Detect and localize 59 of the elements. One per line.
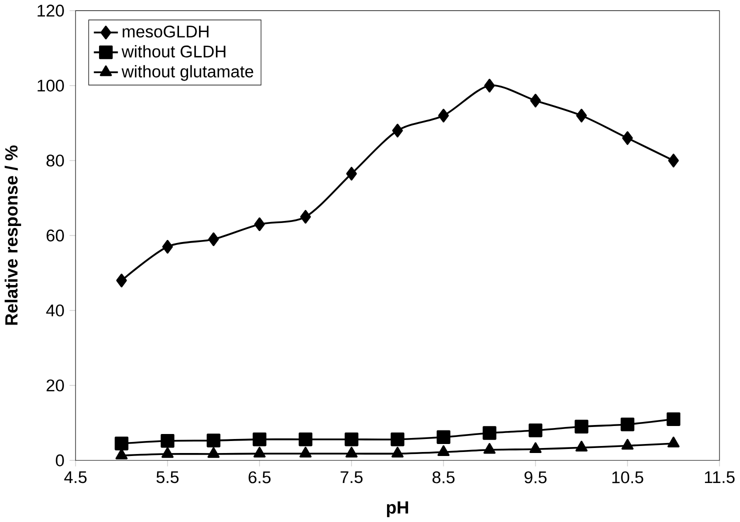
y-tick-label: 20: [46, 380, 64, 392]
legend-label: mesoGLDH: [122, 26, 208, 38]
point: [116, 448, 128, 460]
point: [621, 438, 634, 450]
x-tick-label: 9.5: [524, 471, 547, 484]
point: [390, 432, 404, 446]
point: [483, 443, 496, 454]
point: [392, 124, 403, 138]
y-tick-label: 60: [46, 230, 64, 242]
point: [529, 442, 542, 454]
point: [575, 440, 588, 452]
point: [254, 218, 265, 232]
point: [530, 94, 541, 108]
x-axis-title: pH: [386, 501, 408, 518]
x-tick-label: 6.5: [248, 471, 271, 484]
legend-label: without glutamate: [122, 65, 254, 81]
point: [160, 434, 174, 448]
x-tick-label: 4.5: [64, 471, 87, 484]
point: [346, 166, 357, 181]
point: [162, 447, 174, 458]
point: [438, 108, 449, 122]
y-tick-label: 80: [46, 154, 64, 167]
point: [620, 418, 634, 432]
point: [576, 108, 587, 122]
point: [299, 446, 312, 458]
point: [252, 432, 266, 446]
point: [528, 424, 542, 438]
x-tick-label: 8.5: [432, 471, 455, 484]
point: [437, 445, 450, 456]
point: [391, 446, 404, 458]
point: [574, 420, 588, 434]
x-tick-label: 11.5: [704, 471, 735, 484]
point: [345, 446, 358, 458]
point: [208, 447, 220, 458]
point: [484, 78, 495, 92]
point: [667, 436, 680, 448]
y-tick-label: 100: [38, 80, 64, 92]
point: [206, 434, 220, 448]
y-tick-label: 40: [46, 304, 64, 316]
point: [162, 240, 173, 254]
point: [482, 426, 496, 440]
point: [208, 232, 219, 246]
point: [668, 154, 679, 168]
y-axis-title: Relative response / %: [4, 146, 22, 325]
point: [300, 210, 311, 224]
x-tick-label: 5.5: [156, 471, 179, 484]
point: [436, 430, 450, 444]
point: [254, 446, 266, 458]
y-tick-label: 0: [56, 454, 64, 466]
point: [114, 436, 128, 450]
y-tick-label: 120: [38, 4, 64, 17]
point: [344, 432, 358, 446]
x-tick-label: 10.5: [612, 471, 644, 484]
x-tick-label: 7.5: [340, 471, 363, 484]
legend-label: without GLDH: [122, 45, 226, 58]
point: [666, 412, 680, 426]
point: [298, 432, 312, 446]
point: [116, 274, 127, 288]
point: [622, 131, 633, 145]
